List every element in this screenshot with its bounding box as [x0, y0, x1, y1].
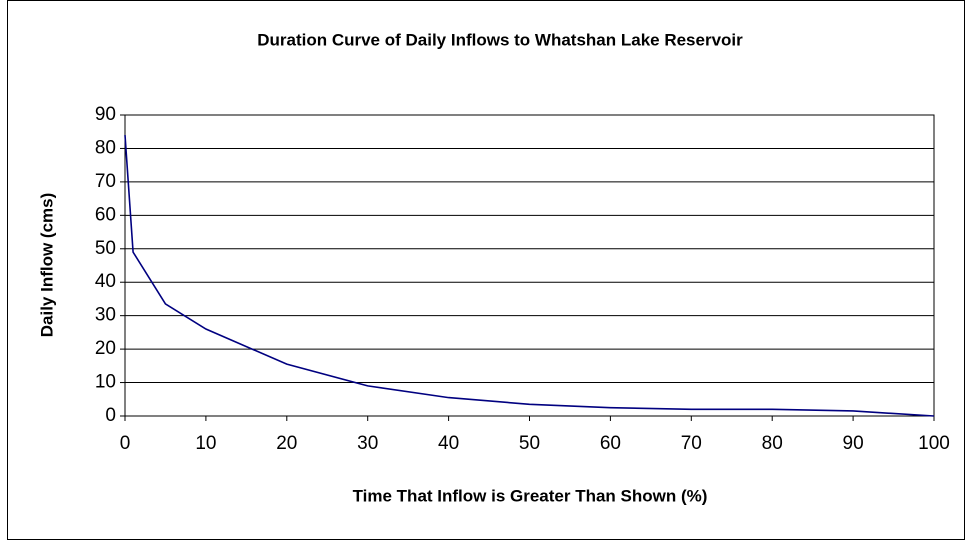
- y-tick-label: 40: [95, 271, 116, 292]
- x-tick-label: 70: [681, 433, 702, 454]
- x-tick-label: 60: [600, 433, 621, 454]
- y-tick-label: 90: [95, 104, 116, 125]
- x-tick-label: 20: [276, 433, 297, 454]
- chart-title: Duration Curve of Daily Inflows to Whats…: [257, 30, 743, 49]
- x-tick-label: 10: [195, 433, 216, 454]
- x-tick-label: 0: [120, 433, 131, 454]
- y-tick-label: 20: [95, 338, 116, 359]
- y-tick-label: 60: [95, 204, 116, 225]
- y-axis-title: Daily Inflow (cms): [37, 193, 56, 338]
- x-tick-label: 80: [762, 433, 783, 454]
- x-tick-label: 100: [918, 433, 950, 454]
- x-tick-label: 30: [357, 433, 378, 454]
- y-tick-label: 0: [105, 405, 116, 426]
- y-tick-label: 70: [95, 171, 116, 192]
- x-tick-label: 50: [519, 433, 540, 454]
- y-tick-label: 30: [95, 305, 116, 326]
- plot-area: [124, 114, 935, 417]
- x-tick-label: 90: [843, 433, 864, 454]
- y-tick-label: 80: [95, 137, 116, 158]
- data-line: [124, 135, 935, 417]
- y-tick-label: 10: [95, 372, 116, 393]
- y-tick-label: 50: [95, 238, 116, 259]
- x-tick-label: 40: [438, 433, 459, 454]
- x-axis-title: Time That Inflow is Greater Than Shown (…: [353, 486, 708, 505]
